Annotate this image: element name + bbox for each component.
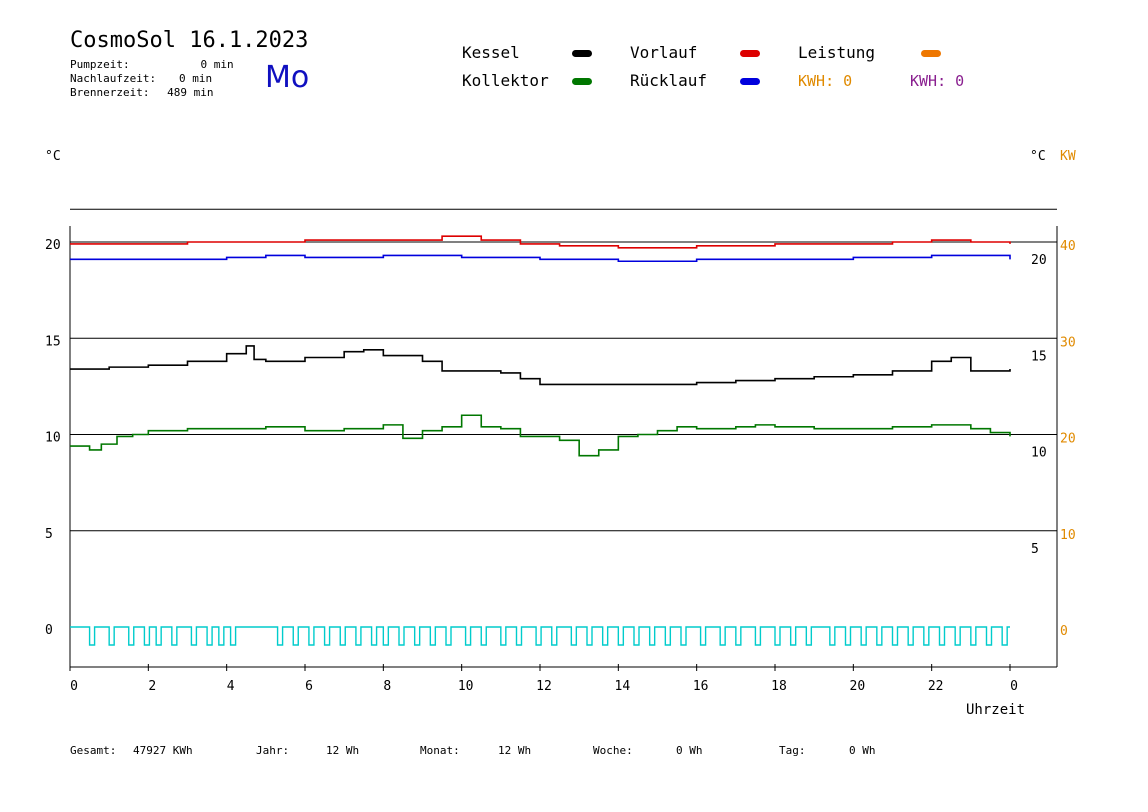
stat-label: Brennerzeit:	[70, 86, 150, 99]
x-tick-label: 22	[928, 679, 944, 694]
legend-swatch-ruecklauf	[740, 78, 760, 85]
pump-activity-line	[70, 626, 1010, 646]
right-axis-unit-kw: KW	[1060, 149, 1076, 164]
x-axis-title: Uhrzeit	[966, 702, 1026, 718]
kwh-right-value: KWH: 0	[910, 72, 965, 90]
x-tick-label: 8	[383, 679, 391, 694]
month-label: Monat:	[420, 744, 460, 757]
stat-value: 0 min	[178, 72, 213, 85]
total-label: Gesamt:	[70, 744, 117, 757]
legend-swatch-kollektor	[572, 78, 592, 85]
overrun-time-stat: Nachlaufzeit: 0 min	[70, 72, 212, 85]
x-tick-label: 16	[693, 679, 709, 694]
y-tick-label-right-kw: 10	[1060, 528, 1076, 543]
chart-title: CosmoSol 16.1.2023	[70, 28, 309, 53]
x-tick-label: 0	[70, 679, 78, 694]
year-label: Jahr:	[256, 744, 290, 757]
y-tick-label-right-celsius: 10	[1031, 446, 1047, 461]
y-tick-label-left: 0	[45, 623, 53, 638]
x-tick-label: 6	[305, 679, 313, 694]
legend-label-ruecklauf: Rücklauf	[630, 71, 708, 90]
y-tick-label-right-kw: 30	[1060, 335, 1076, 350]
x-tick-label: 12	[536, 679, 552, 694]
series-line-kessel	[70, 345, 1011, 386]
month-value: 12 Wh	[498, 744, 532, 757]
legend-label-vorlauf: Vorlauf	[630, 43, 698, 62]
series-line-kollektor	[70, 414, 1011, 457]
pump-time-stat: Pumpzeit: 0 min	[70, 58, 234, 71]
x-tick-label: 0	[1010, 679, 1018, 694]
y-tick-label-right-kw: 20	[1060, 432, 1076, 447]
legend-label-kessel: Kessel	[462, 43, 520, 62]
day-value: 0 Wh	[849, 744, 876, 757]
y-tick-label-right-kw: 0	[1060, 624, 1068, 639]
stat-label: Pumpzeit:	[70, 58, 130, 71]
x-tick-label: 18	[771, 679, 787, 694]
day-label: Tag:	[779, 744, 806, 757]
year-value: 12 Wh	[326, 744, 360, 757]
kwh-left-value: KWH: 0	[798, 72, 853, 90]
y-tick-label-left: 20	[45, 238, 61, 253]
series-line-vorlauf	[70, 235, 1011, 249]
x-tick-label: 20	[850, 679, 866, 694]
x-tick-label: 2	[148, 679, 156, 694]
x-tick-label: 14	[615, 679, 631, 694]
y-tick-label-right-celsius: 15	[1031, 349, 1047, 364]
stat-value: 0 min	[200, 58, 234, 71]
left-axis-unit: °C	[45, 149, 61, 164]
total-value: 47927 KWh	[133, 744, 193, 757]
legend-label-kollektor: Kollektor	[462, 71, 549, 90]
legend-swatch-leistung	[921, 50, 941, 57]
y-tick-label-right-kw: 40	[1060, 239, 1076, 254]
stat-label: Nachlaufzeit:	[70, 72, 157, 85]
series-line-ruecklauf	[70, 254, 1011, 263]
y-tick-label-right-celsius: 5	[1031, 542, 1039, 557]
x-tick-label: 10	[458, 679, 474, 694]
right-axis-unit-celsius: °C	[1030, 149, 1046, 164]
stat-value: 489 min	[167, 86, 214, 99]
weekday-label: Mo	[265, 60, 310, 95]
week-label: Woche:	[593, 744, 633, 757]
legend-swatch-vorlauf	[740, 50, 760, 57]
burner-time-stat: Brennerzeit: 489 min	[70, 86, 213, 99]
week-value: 0 Wh	[676, 744, 703, 757]
y-tick-label-left: 10	[45, 431, 61, 446]
y-tick-label-left: 15	[45, 334, 61, 349]
legend-label-leistung: Leistung	[798, 43, 876, 62]
x-tick-label: 4	[227, 679, 235, 694]
y-tick-label-left: 5	[45, 527, 53, 542]
y-tick-label-right-celsius: 20	[1031, 253, 1047, 268]
legend-swatch-kessel	[572, 50, 592, 57]
